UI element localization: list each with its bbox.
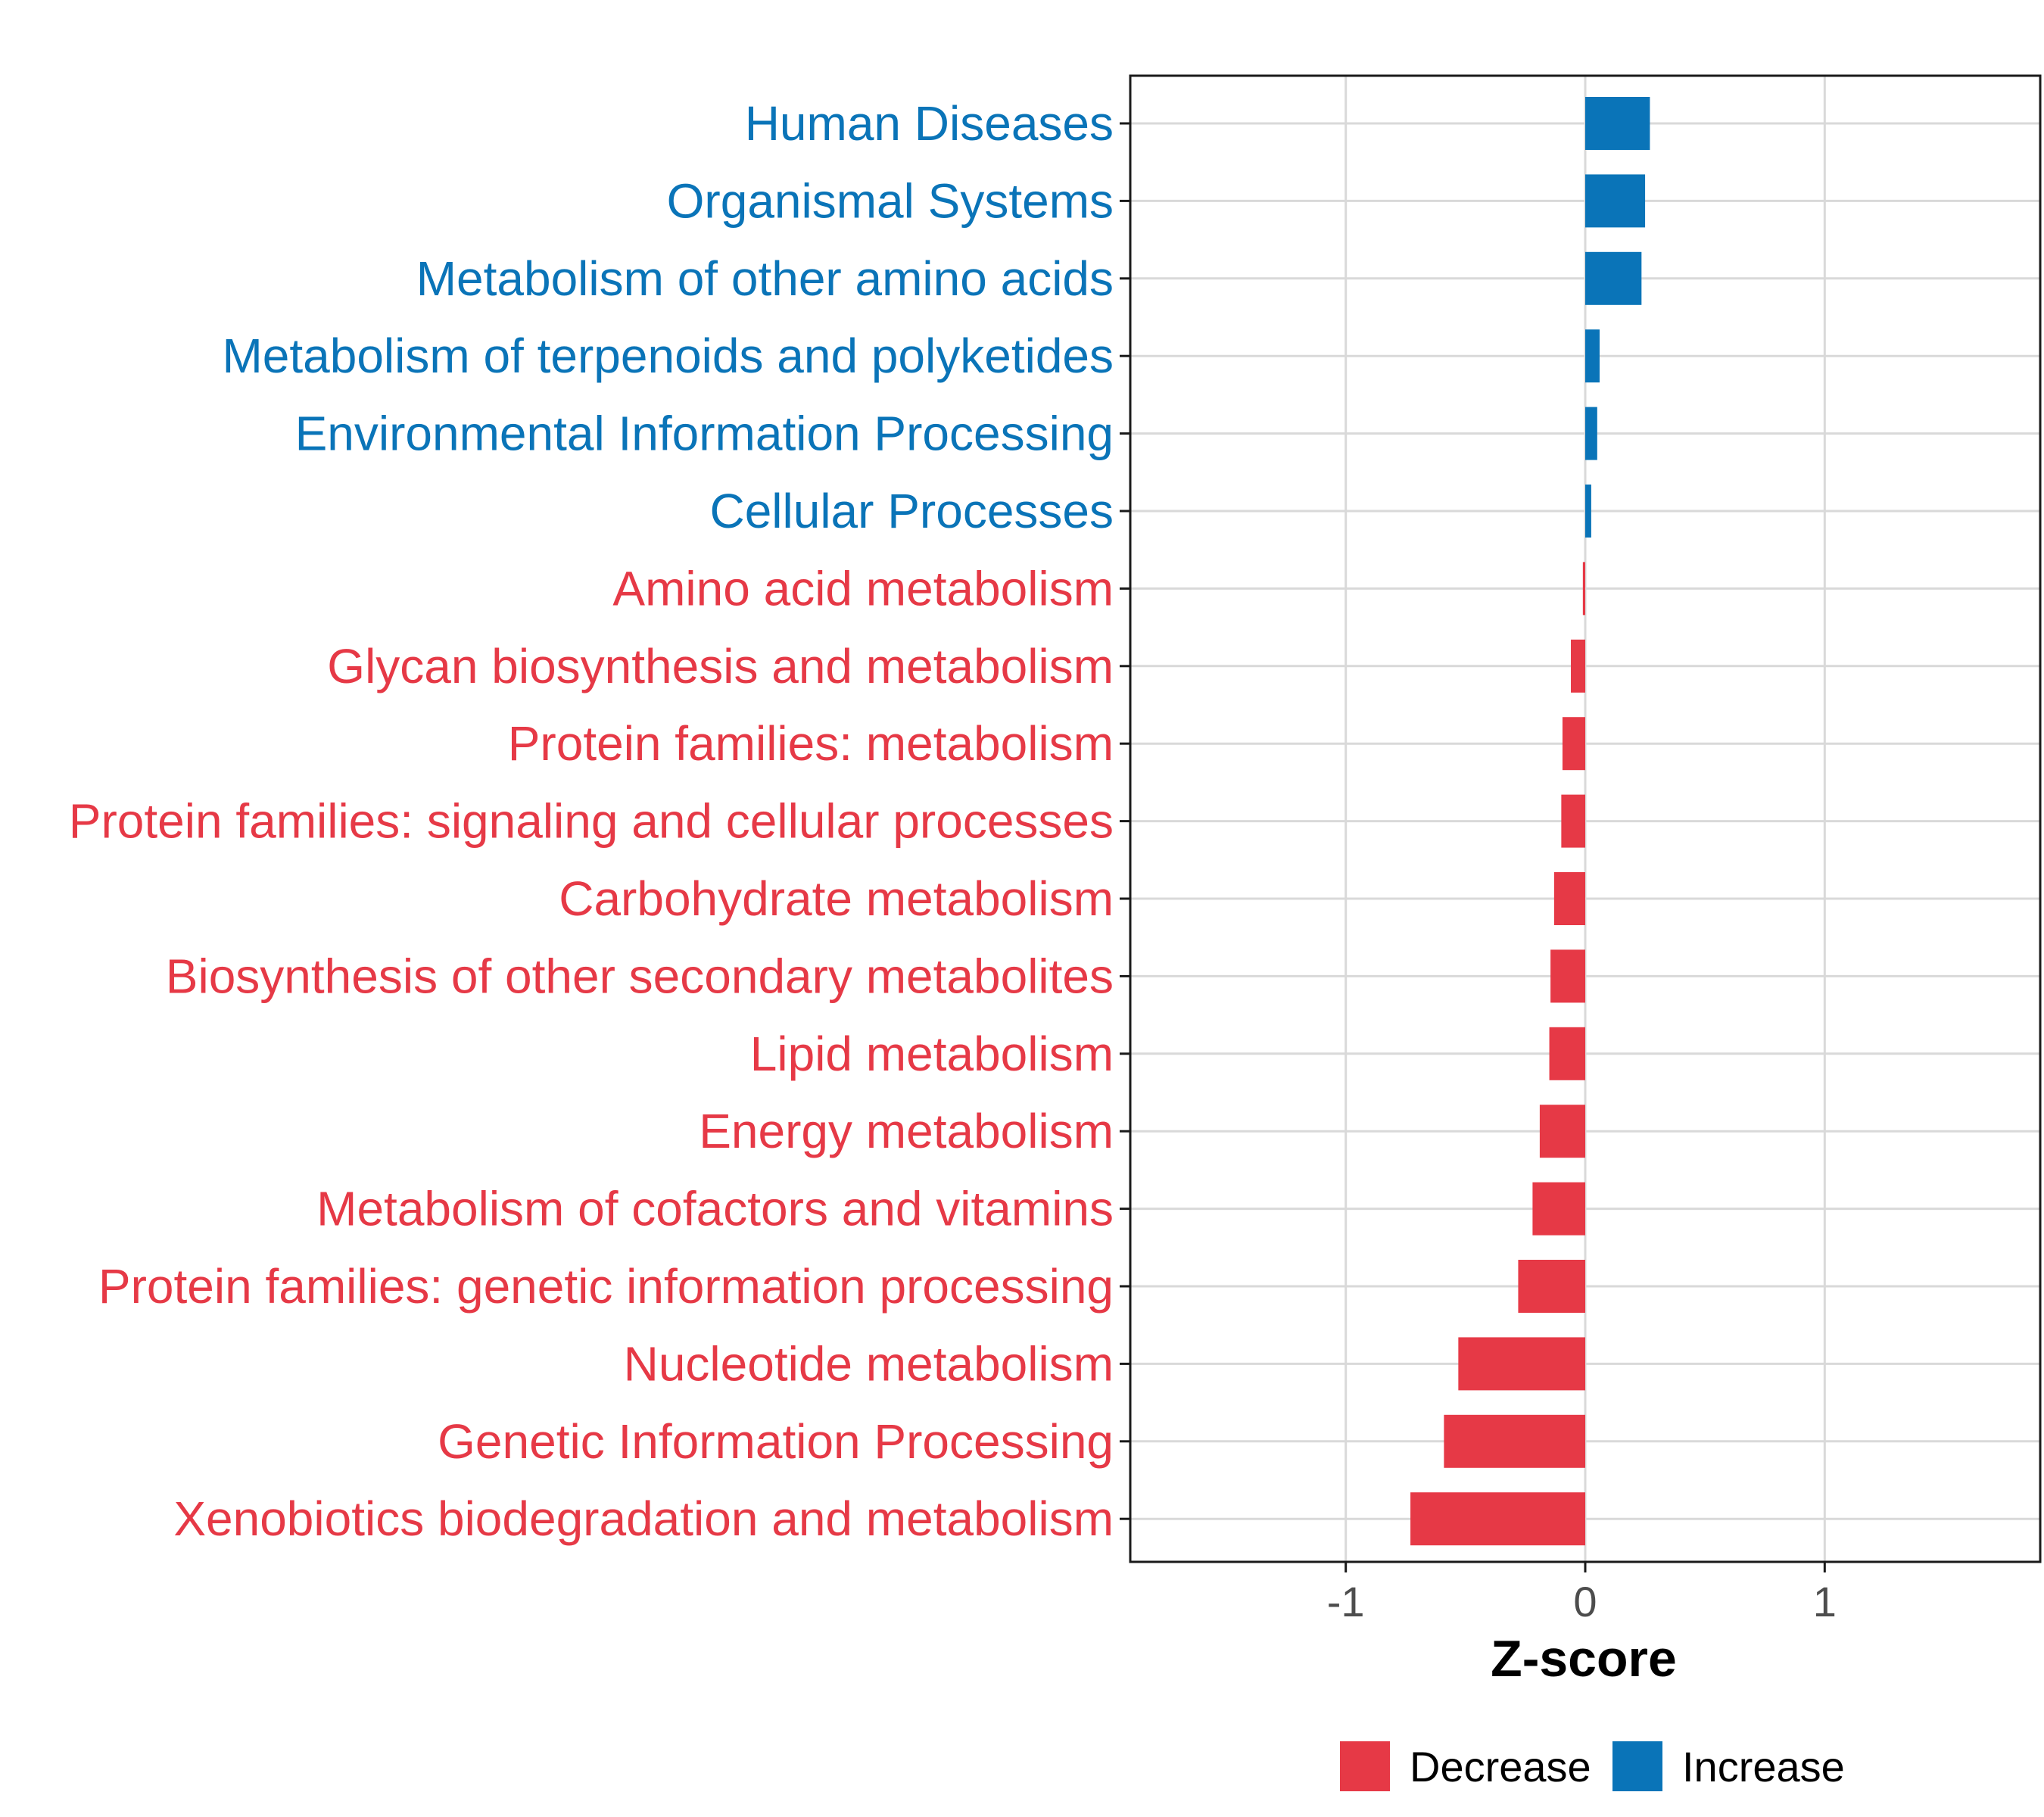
axis-layer [1120, 74, 2042, 1572]
bar-carbohydrate-metabolism [1553, 872, 1585, 925]
bar-energy-metabolism [1539, 1105, 1585, 1158]
legend-swatch-increase [1612, 1741, 1662, 1791]
bar-protein-families-metabolism [1562, 717, 1585, 771]
bar-genetic-information-processing [1444, 1414, 1585, 1468]
bar-layer [1410, 97, 1650, 1546]
category-label: Metabolism of cofactors and vitamins [316, 1182, 1114, 1236]
bar-cellular-processes [1585, 485, 1591, 538]
category-label: Amino acid metabolism [612, 561, 1114, 616]
legend-label-decrease: Decrease [1410, 1743, 1591, 1791]
x-tick-label: 0 [1573, 1578, 1597, 1625]
category-label: Xenobiotics biodegradation and metabolis… [173, 1491, 1114, 1546]
category-label: Metabolism of terpenoids and polyketides [222, 329, 1114, 383]
bar-xenobiotics-biodegradation-and-metabolism [1410, 1492, 1585, 1546]
category-label: Cellular Processes [709, 484, 1114, 538]
category-label: Nucleotide metabolism [624, 1336, 1114, 1391]
bar-glycan-biosynthesis-and-metabolism [1571, 639, 1585, 693]
category-label: Protein families: genetic information pr… [98, 1259, 1114, 1314]
category-label: Genetic Information Processing [438, 1414, 1114, 1469]
category-label: Carbohydrate metabolism [559, 871, 1114, 926]
legend: Decrease Increase [1340, 1741, 1845, 1791]
bar-metabolism-of-cofactors-and-vitamins [1532, 1182, 1585, 1236]
x-tick-label: 1 [1813, 1578, 1837, 1625]
bar-protein-families-signaling-and-cellular-processes [1561, 794, 1585, 848]
legend-label-increase: Increase [1682, 1743, 1845, 1791]
label-layer: Human Diseases Organismal Systems Metaboli… [69, 96, 1837, 1625]
x-tick-label: -1 [1327, 1578, 1365, 1625]
bar-amino-acid-metabolism [1582, 562, 1585, 616]
category-label: Glycan biosynthesis and metabolism [327, 639, 1114, 693]
category-label: Protein families: signaling and cellular… [69, 794, 1114, 849]
category-label: Human Diseases [745, 96, 1114, 151]
category-label: Protein families: metabolism [508, 716, 1114, 771]
category-label: Lipid metabolism [750, 1027, 1114, 1081]
category-label: Environmental Information Processing [295, 407, 1114, 461]
category-label: Organismal Systems [667, 173, 1114, 228]
legend-swatch-decrease [1340, 1741, 1390, 1791]
bar-environmental-information-processing [1585, 407, 1597, 460]
bar-organismal-systems [1585, 174, 1646, 228]
bar-metabolism-of-terpenoids-and-polyketides [1585, 329, 1600, 383]
bar-lipid-metabolism [1549, 1027, 1585, 1080]
bar-biosynthesis-of-other-secondary-metabolites [1550, 949, 1585, 1003]
x-axis-title: Z-score [1491, 1630, 1677, 1688]
category-label: Energy metabolism [699, 1104, 1114, 1158]
bar-nucleotide-metabolism [1458, 1337, 1585, 1391]
category-label: Biosynthesis of other secondary metaboli… [166, 949, 1114, 1003]
bar-metabolism-of-other-amino-acids [1585, 251, 1642, 305]
bar-human-diseases [1585, 97, 1650, 150]
bar-protein-families-genetic-information-processing [1518, 1260, 1585, 1313]
category-label: Metabolism of other amino acids [416, 251, 1114, 306]
